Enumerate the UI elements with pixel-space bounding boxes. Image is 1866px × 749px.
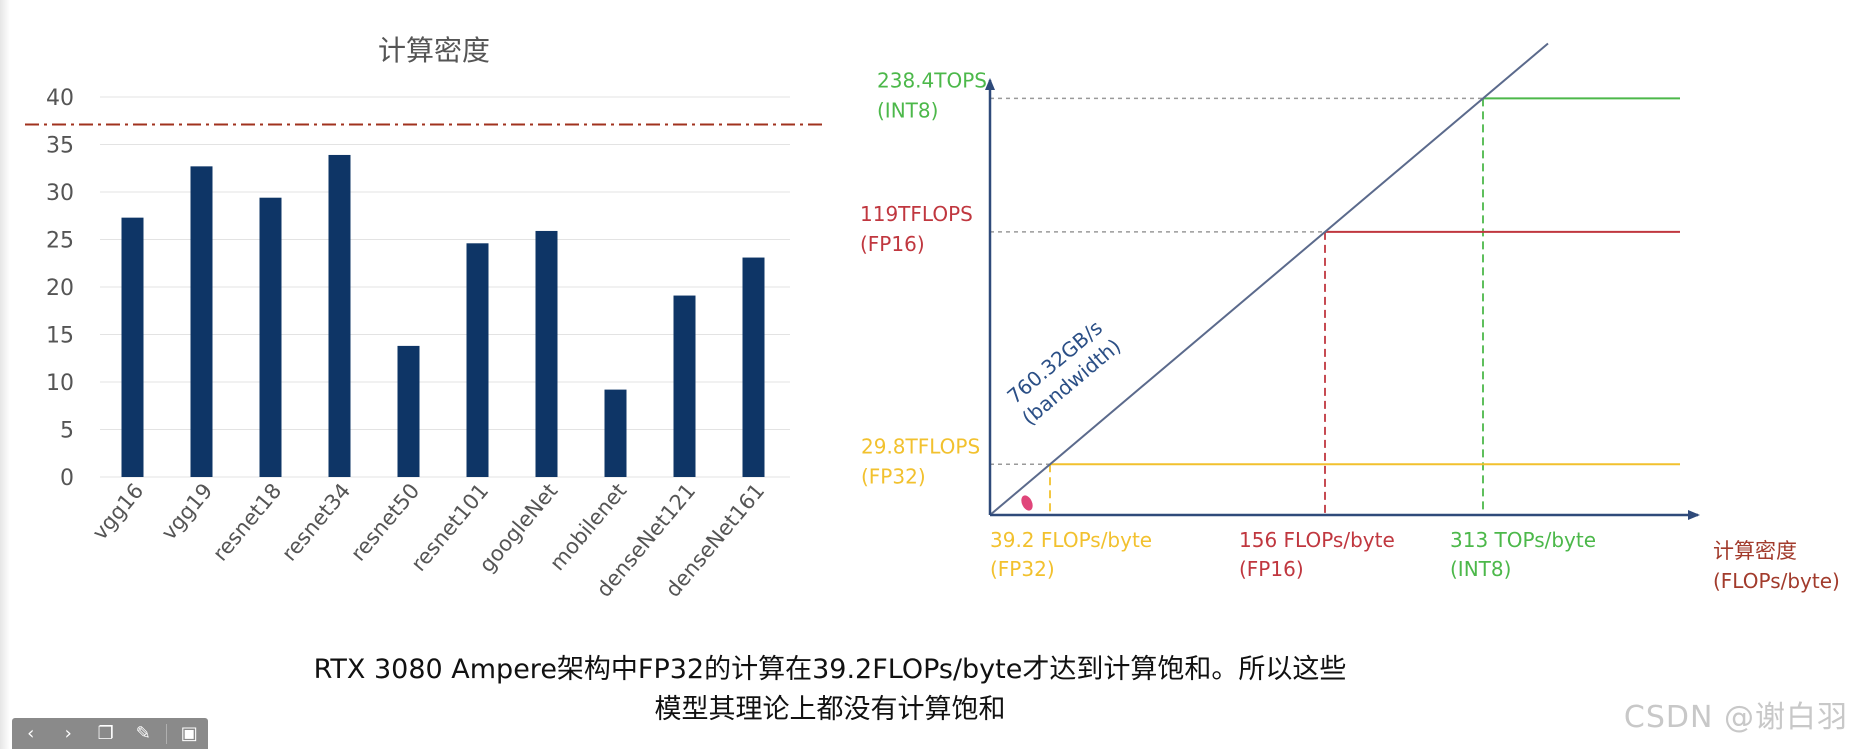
y-tick-label: 5 [60,419,74,444]
x-axis-label-line1: 计算密度 [1713,539,1797,563]
y-tick-label: 30 [46,181,74,206]
bar-resnet34 [328,154,351,477]
peak-sublabel-int8: (INT8) [877,98,938,122]
pointer-icon [1021,495,1033,511]
screen-icon: ▣ [180,723,198,744]
y-tick-label: 15 [46,324,74,349]
ridge-label-fp16: 156 FLOPs/byte [1239,528,1395,552]
roofline-labels: 29.8TFLOPS (FP32) 39.2 FLOPs/byte (FP32) 119… [860,68,1596,581]
x-tick-label: resnet34 [277,479,355,566]
bar-chart-title: 计算密度 [378,34,490,67]
y-tick-label: 35 [46,134,74,159]
bar-vgg19 [190,166,213,477]
caption-line-2: 模型其理论上都没有计算饱和 [654,694,1006,725]
roofline-guide-lines [990,97,1484,515]
toolbar-divider [165,723,167,744]
y-tick-label: 20 [46,276,74,301]
peak-label-int8: 238.4TOPS [877,68,987,92]
bar-resnet101 [466,243,489,477]
ridge-sublabel-fp16: (FP16) [1239,557,1304,581]
bar-googleNet [535,230,558,477]
slide-toolbar: ‹ › ❐ ✎ ▣ [12,718,208,749]
x-tick-label: vgg16 [88,479,149,545]
caption-line-1: RTX 3080 Ampere架构中FP32的计算在39.2FLOPs/byte… [313,654,1347,685]
bar-denseNet121 [673,295,696,477]
bar-resnet18 [259,197,282,477]
ridge-label-int8: 313 TOPs/byte [1450,528,1596,552]
bar-resnet50 [397,345,420,477]
bar-mobilenet [604,389,627,477]
watermark: CSDN @谢白羽 [1623,700,1848,735]
chevron-left-icon: ‹ [27,723,35,744]
peak-label-fp32: 29.8TFLOPS [861,434,980,458]
ridge-sublabel-int8: (INT8) [1450,557,1511,581]
chevron-right-icon: › [64,723,72,744]
left-edge-shadow [0,0,10,749]
previous-slide-button[interactable]: ‹ [16,721,46,747]
ridge-label-fp32: 39.2 FLOPs/byte [990,528,1152,552]
x-axis-label-line2: (FLOPs/byte) [1713,569,1840,593]
peak-sublabel-fp32: (FP32) [861,464,926,488]
roofline-chart: 29.8TFLOPS (FP32) 39.2 FLOPs/byte (FP32) 119… [860,42,1840,593]
bar-denseNet161 [742,257,765,477]
bar-chart-computation-density: 计算密度 0 5 10 15 20 25 30 35 40 vgg16 vgg19resnet18… [25,34,825,602]
roofline-bandwidth-label: 760.32GB/s (bandwidth) [1002,315,1125,430]
pen-button[interactable]: ✎ [128,721,158,747]
bar-chart-y-tick-labels: 0 5 10 15 20 25 30 35 40 [46,86,74,491]
copy-icon: ❐ [97,723,114,744]
peak-sublabel-fp16: (FP16) [860,232,925,256]
bar-vgg16 [121,217,144,477]
ridge-sublabel-fp32: (FP32) [990,557,1055,581]
roofline-bandwidth-slope [989,42,1549,516]
y-tick-label: 10 [46,371,74,396]
bar-chart-x-tick-labels: vgg16 vgg19resnet18resnet34resnet50resnet… [88,479,770,602]
y-tick-label: 25 [46,229,74,254]
pen-icon: ✎ [135,723,151,744]
copy-button[interactable]: ❐ [91,721,121,747]
x-tick-label: vgg19 [157,479,218,545]
bar-chart-bars [121,154,765,477]
roofline-roof-lines [1050,97,1680,466]
peak-label-fp16: 119TFLOPS [860,202,973,226]
y-tick-label: 40 [46,86,74,111]
next-slide-button[interactable]: › [53,721,83,747]
x-tick-label: resnet18 [208,479,286,566]
y-tick-label: 0 [60,466,74,491]
screen-button[interactable]: ▣ [174,721,204,747]
